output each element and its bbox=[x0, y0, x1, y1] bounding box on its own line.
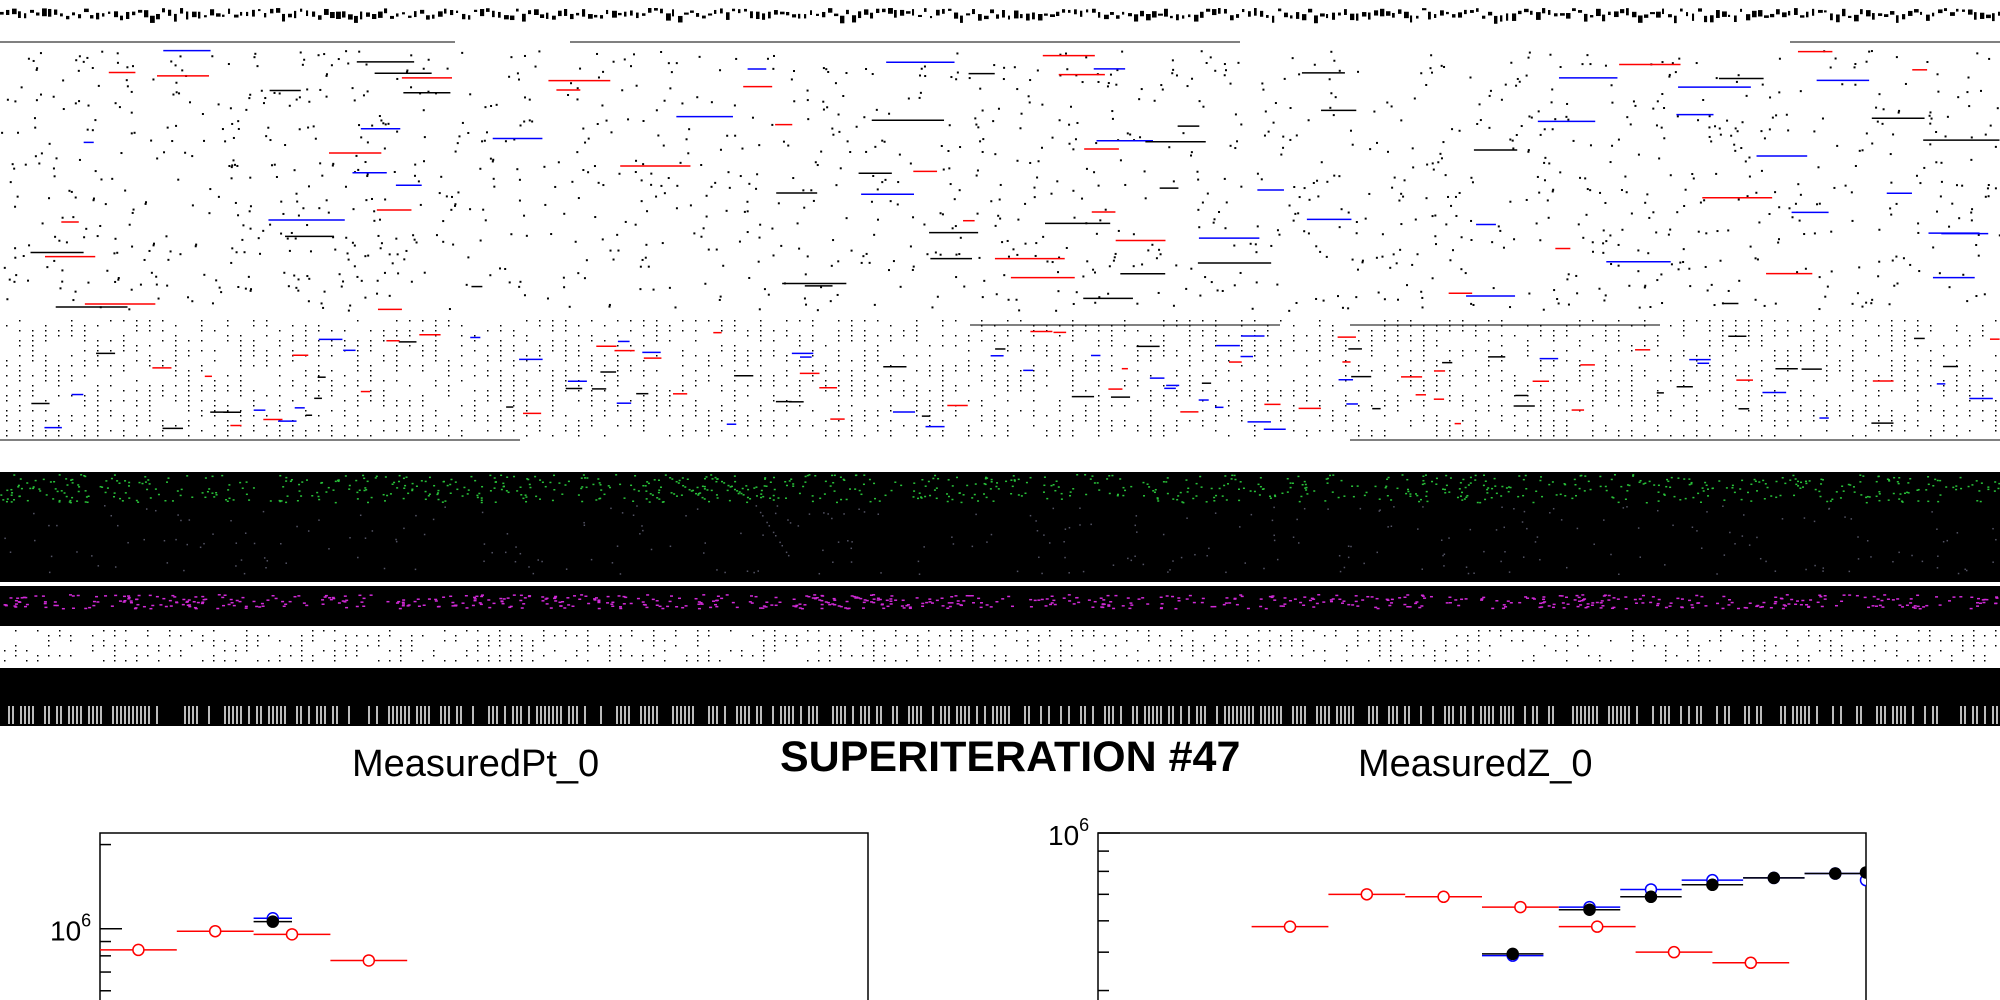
marker-data bbox=[266, 915, 280, 928]
strip-dark-green bbox=[0, 472, 2000, 582]
marker-data bbox=[1706, 878, 1719, 892]
marker-data bbox=[1583, 903, 1596, 916]
strip-scatter-region bbox=[1, 49, 2000, 312]
plot-frame bbox=[1097, 832, 1867, 1000]
strip-text-band bbox=[0, 8, 2000, 24]
marker-data bbox=[1644, 890, 1658, 904]
y-axis-ticks bbox=[1098, 832, 1120, 992]
y-tick-label: 106 bbox=[1048, 815, 1089, 851]
marker-unfolded bbox=[1706, 873, 1719, 887]
compressed-plot-strips bbox=[0, 8, 2000, 726]
chart-title-right: MeasuredZ_0 bbox=[1358, 743, 1593, 785]
marker-unfolded bbox=[1583, 900, 1596, 914]
marker-reco bbox=[1437, 890, 1450, 904]
marker-reco bbox=[362, 954, 376, 967]
strip-frame-lines bbox=[0, 41, 2000, 441]
marker-unfolded bbox=[266, 912, 280, 925]
marker-reco bbox=[208, 924, 222, 938]
marker-unfolded bbox=[1644, 883, 1658, 896]
y-axis-ticks bbox=[100, 843, 122, 992]
marker-reco bbox=[1667, 945, 1681, 959]
chart-title-left: MeasuredPt_0 bbox=[352, 743, 600, 785]
marker-reco bbox=[1744, 956, 1758, 970]
marker-data bbox=[1829, 867, 1842, 880]
marker-unfolded bbox=[1506, 949, 1519, 962]
y-tick-base: 10 bbox=[50, 916, 81, 947]
y-tick-base: 10 bbox=[1048, 820, 1079, 851]
strip-light-band bbox=[4, 630, 1997, 662]
plot-frame bbox=[99, 832, 869, 1000]
marker-reco bbox=[285, 928, 299, 941]
y-tick-exponent: 6 bbox=[81, 911, 91, 931]
marker-data bbox=[1506, 947, 1519, 961]
strip-magenta bbox=[0, 583, 2000, 626]
marker-reco bbox=[1590, 920, 1604, 933]
marker-data bbox=[1859, 866, 1866, 879]
plot-points bbox=[1251, 866, 1866, 970]
strip-vertical-band bbox=[6, 320, 2000, 437]
strip-dark-hatch bbox=[0, 668, 2000, 726]
plot-points bbox=[100, 912, 408, 967]
y-tick-label: 106 bbox=[50, 911, 91, 947]
marker-unfolded bbox=[1829, 867, 1842, 880]
y-tick-exponent: 6 bbox=[1079, 815, 1089, 835]
marker-reco bbox=[1514, 900, 1527, 914]
marker-reco bbox=[1360, 888, 1374, 901]
marker-unfolded bbox=[1767, 871, 1781, 885]
marker-reco bbox=[1283, 920, 1297, 933]
marker-reco bbox=[132, 943, 145, 957]
page-title: SUPERITERATION #47 bbox=[780, 733, 1241, 781]
marker-data bbox=[1767, 871, 1781, 885]
marker-unfolded bbox=[1859, 873, 1866, 887]
